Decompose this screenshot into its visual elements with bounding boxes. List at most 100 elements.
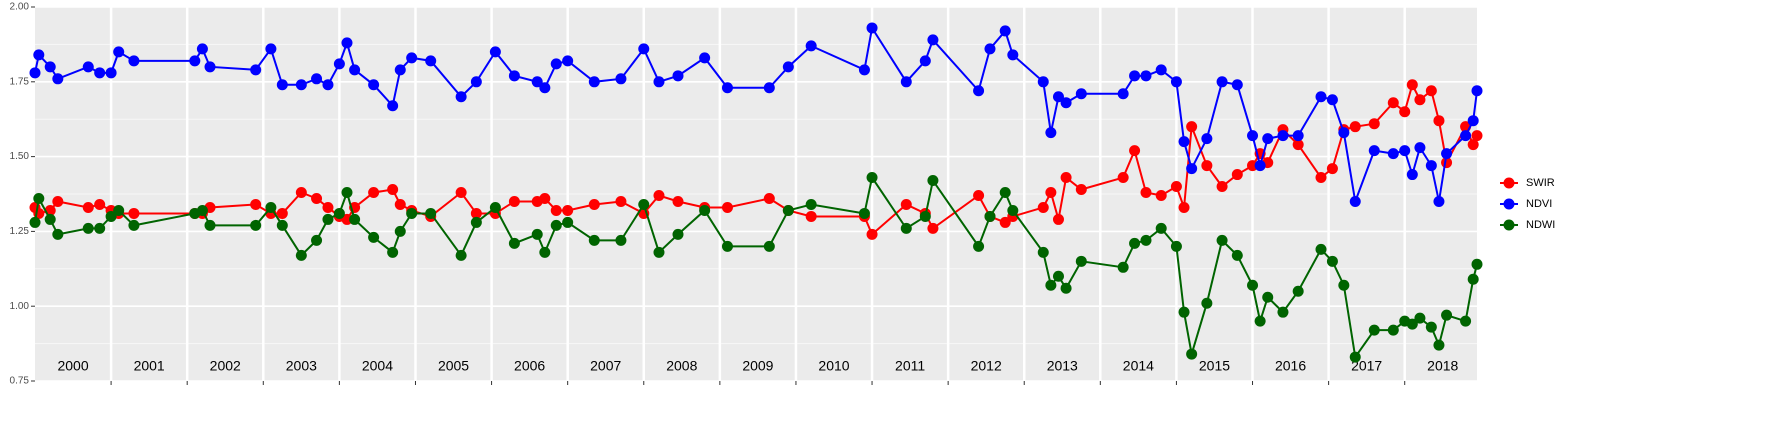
point bbox=[1231, 249, 1243, 261]
point bbox=[1292, 139, 1304, 151]
point bbox=[1254, 160, 1266, 172]
point bbox=[927, 222, 939, 234]
point bbox=[1460, 315, 1472, 327]
point bbox=[1216, 76, 1228, 88]
point bbox=[508, 237, 520, 249]
year-label: 2004 bbox=[362, 358, 393, 374]
point bbox=[999, 25, 1011, 37]
point bbox=[927, 34, 939, 46]
point bbox=[539, 82, 551, 94]
point bbox=[394, 64, 406, 76]
point bbox=[455, 91, 467, 103]
point bbox=[858, 207, 870, 219]
legend-label: NDWI bbox=[1526, 219, 1555, 231]
point bbox=[1140, 187, 1152, 199]
year-label: 2010 bbox=[818, 358, 849, 374]
y-tick-label: 1.75 bbox=[10, 76, 30, 87]
point bbox=[1414, 94, 1426, 106]
point bbox=[1406, 169, 1418, 181]
point bbox=[1037, 246, 1049, 258]
point bbox=[763, 240, 775, 252]
point bbox=[387, 184, 399, 196]
point bbox=[1045, 127, 1057, 139]
y-tick-label: 0.75 bbox=[10, 376, 30, 387]
point bbox=[1178, 136, 1190, 148]
point bbox=[1045, 187, 1057, 199]
point bbox=[52, 73, 64, 85]
point bbox=[128, 207, 140, 219]
point bbox=[94, 67, 106, 79]
point bbox=[1075, 88, 1087, 100]
point bbox=[295, 187, 307, 199]
point bbox=[368, 79, 380, 91]
series-line bbox=[34, 82, 1478, 237]
point bbox=[455, 249, 467, 261]
point bbox=[1368, 145, 1380, 157]
point bbox=[128, 219, 140, 231]
series-line bbox=[34, 175, 1478, 360]
point bbox=[455, 187, 467, 199]
y-tick-label: 2.00 bbox=[10, 2, 30, 13]
point bbox=[984, 210, 996, 222]
point bbox=[311, 73, 323, 85]
point bbox=[1399, 145, 1411, 157]
point bbox=[295, 249, 307, 261]
point bbox=[1387, 148, 1399, 160]
point bbox=[250, 219, 262, 231]
point bbox=[276, 219, 288, 231]
point bbox=[531, 228, 543, 240]
point bbox=[653, 76, 665, 88]
point bbox=[919, 55, 931, 67]
point bbox=[562, 204, 574, 216]
point bbox=[1349, 121, 1361, 133]
point bbox=[1060, 282, 1072, 294]
point bbox=[699, 52, 711, 64]
point bbox=[508, 195, 520, 207]
legend-label: NDVI bbox=[1526, 198, 1552, 210]
point bbox=[900, 76, 912, 88]
point bbox=[82, 222, 94, 234]
point bbox=[196, 43, 208, 55]
point bbox=[250, 198, 262, 210]
year-label: 2016 bbox=[1275, 358, 1306, 374]
point bbox=[44, 213, 56, 225]
point bbox=[1140, 70, 1152, 82]
point bbox=[1460, 130, 1472, 142]
point bbox=[1368, 118, 1380, 130]
point bbox=[1338, 127, 1350, 139]
year-label: 2005 bbox=[438, 358, 469, 374]
point bbox=[1326, 163, 1338, 175]
point bbox=[1399, 106, 1411, 118]
point bbox=[265, 43, 277, 55]
point bbox=[900, 222, 912, 234]
point bbox=[1471, 85, 1483, 97]
point bbox=[919, 210, 931, 222]
point bbox=[1007, 49, 1019, 61]
point bbox=[128, 55, 140, 67]
point bbox=[489, 201, 501, 213]
point bbox=[33, 192, 45, 204]
point bbox=[341, 213, 353, 225]
point bbox=[1247, 160, 1259, 172]
point bbox=[333, 207, 345, 219]
point bbox=[927, 175, 939, 187]
year-label: 2011 bbox=[895, 358, 925, 374]
point bbox=[1129, 70, 1141, 82]
point bbox=[250, 64, 262, 76]
year-label: 2002 bbox=[210, 358, 241, 374]
year-label: 2017 bbox=[1351, 358, 1382, 374]
point bbox=[763, 82, 775, 94]
point bbox=[699, 204, 711, 216]
point bbox=[866, 172, 878, 184]
point bbox=[1414, 142, 1426, 154]
point bbox=[763, 192, 775, 204]
point bbox=[866, 228, 878, 240]
point bbox=[866, 22, 878, 34]
point bbox=[276, 79, 288, 91]
point bbox=[1277, 306, 1289, 318]
point bbox=[1186, 163, 1198, 175]
point bbox=[1075, 184, 1087, 196]
point bbox=[1425, 321, 1437, 333]
point bbox=[588, 198, 600, 210]
